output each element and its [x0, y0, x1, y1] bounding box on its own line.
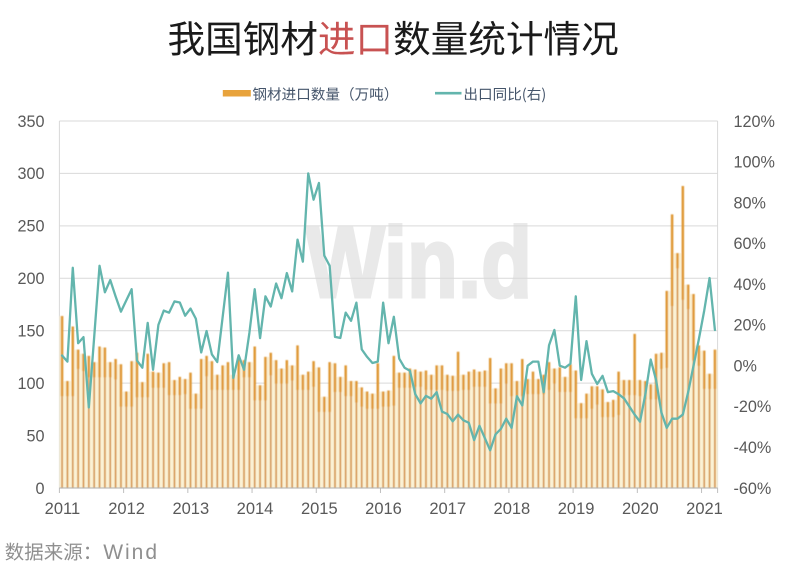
- svg-text:0%: 0%: [734, 358, 757, 376]
- svg-text:150: 150: [17, 323, 44, 341]
- svg-text:-20%: -20%: [734, 398, 772, 416]
- svg-text:200: 200: [17, 270, 44, 288]
- svg-text:2012: 2012: [108, 500, 145, 518]
- svg-text:80%: 80%: [734, 194, 766, 212]
- svg-text:2018: 2018: [494, 500, 531, 518]
- svg-text:Win.d: Win.d: [306, 207, 532, 319]
- svg-text:350: 350: [17, 113, 44, 131]
- svg-text:20%: 20%: [734, 317, 766, 335]
- svg-text:50: 50: [26, 427, 44, 445]
- svg-text:100: 100: [17, 375, 44, 393]
- svg-text:2020: 2020: [622, 500, 659, 518]
- svg-text:2015: 2015: [301, 500, 338, 518]
- svg-text:2017: 2017: [429, 500, 466, 518]
- svg-text:100%: 100%: [734, 154, 775, 172]
- svg-text:300: 300: [17, 165, 44, 183]
- svg-text:2011: 2011: [45, 500, 80, 518]
- svg-text:-60%: -60%: [734, 480, 772, 498]
- svg-text:40%: 40%: [734, 276, 766, 294]
- svg-text:-40%: -40%: [734, 439, 772, 457]
- svg-text:60%: 60%: [734, 235, 766, 253]
- svg-text:2019: 2019: [558, 500, 595, 518]
- svg-text:Wind: Wind: [103, 541, 159, 564]
- svg-text:120%: 120%: [734, 113, 775, 131]
- svg-text:2014: 2014: [237, 500, 274, 518]
- svg-text:2021: 2021: [686, 500, 723, 518]
- svg-text:2016: 2016: [365, 500, 402, 518]
- svg-text:2013: 2013: [172, 500, 209, 518]
- svg-text:250: 250: [17, 218, 44, 236]
- svg-text:0: 0: [35, 480, 44, 498]
